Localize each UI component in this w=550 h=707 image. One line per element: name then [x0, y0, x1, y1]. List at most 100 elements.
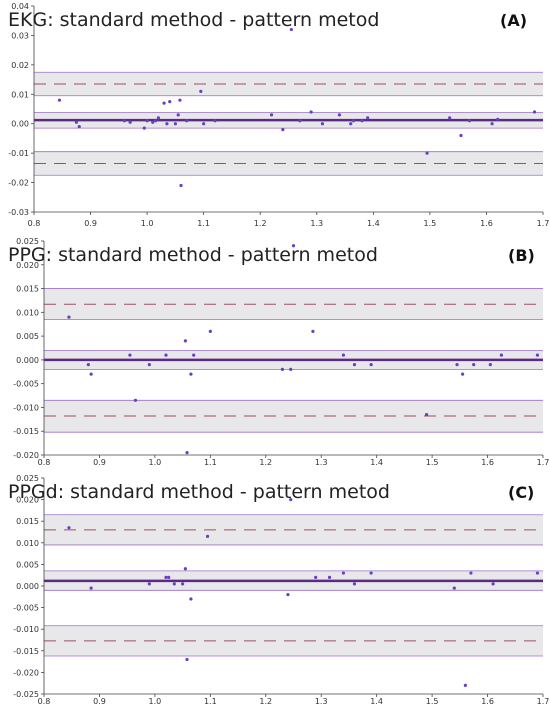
data-point	[459, 133, 463, 138]
data-point	[142, 126, 146, 130]
y-tick-label: -0.03	[8, 208, 29, 217]
data-point	[532, 110, 537, 114]
data-point	[351, 119, 356, 123]
x-tick-label: 1.1	[197, 219, 210, 228]
upper-band	[34, 72, 543, 96]
lower-band	[34, 151, 543, 176]
data-point	[281, 128, 285, 132]
x-tick-label: 1.0	[149, 697, 162, 706]
x-tick-label: 1.7	[537, 458, 550, 467]
data-point	[311, 329, 315, 333]
y-tick-label: 0.010	[16, 308, 39, 317]
data-point	[147, 363, 151, 367]
x-tick-label: 1.5	[426, 697, 439, 706]
y-tick-label: -0.025	[13, 690, 39, 699]
y-tick-label: -0.010	[13, 403, 39, 412]
x-tick-label: 0.8	[28, 219, 41, 228]
data-point	[67, 526, 71, 530]
x-tick-label: 1.4	[370, 697, 383, 706]
y-tick-label: 0.00	[11, 120, 29, 129]
y-tick-label: 0.005	[16, 560, 39, 569]
x-tick-label: 0.9	[93, 458, 106, 467]
data-point	[176, 113, 180, 117]
data-point	[167, 575, 171, 579]
x-tick-label: 1.5	[424, 219, 437, 228]
data-point	[327, 575, 332, 579]
y-tick-label: -0.010	[13, 625, 39, 634]
x-tick-label: 1.5	[426, 458, 439, 467]
data-point	[213, 119, 217, 123]
data-point	[151, 120, 155, 124]
x-tick-label: 1.3	[315, 697, 328, 706]
data-point	[183, 339, 187, 343]
data-point	[156, 116, 161, 120]
y-tick-label: -0.020	[13, 451, 39, 460]
data-point	[298, 119, 302, 123]
chart-title: EKG: standard method - pattern metod	[8, 9, 379, 31]
x-tick-label: 0.8	[38, 458, 51, 467]
data-point	[491, 582, 495, 586]
data-point	[145, 119, 149, 123]
data-point	[199, 89, 203, 93]
data-point	[86, 363, 90, 367]
data-point	[452, 586, 456, 590]
data-point	[448, 116, 452, 120]
data-point	[369, 571, 373, 575]
data-point	[185, 119, 189, 123]
data-point	[57, 98, 62, 102]
panel-label: (B)	[508, 246, 535, 265]
data-point	[291, 244, 296, 248]
data-point	[289, 27, 293, 32]
data-point	[89, 586, 93, 590]
x-tick-label: 1.1	[204, 458, 217, 467]
data-point	[309, 110, 313, 114]
data-point	[189, 372, 193, 376]
data-point	[172, 582, 176, 586]
data-point	[320, 122, 325, 126]
x-tick-label: 1.3	[310, 219, 323, 228]
chart-panel-c: 0.8 0.9 1.0 1.1 1.2 1.3 1.4 1.5 1.6 1.7 -0.025 -0.0…	[0, 470, 550, 707]
x-tick-label: 1.3	[315, 458, 328, 467]
y-tick-label: 0.000	[16, 582, 39, 591]
data-point	[133, 398, 138, 402]
data-point	[74, 120, 79, 124]
data-point	[173, 122, 177, 126]
data-point	[168, 100, 172, 104]
data-point	[472, 363, 476, 367]
chart-a-svg: 0.8 0.9 1.0 1.1 1.2 1.3 1.4 1.5 1.6 1.7 -0.03 -0.02…	[8, 2, 549, 228]
x-tick-label: 1.0	[149, 458, 162, 467]
data-point	[153, 119, 158, 123]
panel-label: (C)	[508, 483, 534, 502]
data-point	[352, 582, 357, 586]
x-tick-label: 0.8	[38, 697, 51, 706]
data-point	[128, 120, 132, 124]
data-point	[189, 597, 193, 601]
y-tick-label: 0.005	[16, 332, 39, 341]
chart-c-svg: 0.8 0.9 1.0 1.1 1.2 1.3 1.4 1.5 1.6 1.7 -0.025 -0.0…	[8, 474, 550, 706]
data-point	[269, 113, 274, 117]
x-tick-label: 1.0	[141, 219, 154, 228]
y-tick-label: 0.02	[11, 61, 29, 70]
data-point	[208, 329, 212, 333]
data-point	[183, 567, 187, 571]
data-point	[89, 372, 93, 376]
x-tick-label: 1.7	[537, 697, 550, 706]
chart-title: PPGd: standard method - pattern metod	[8, 481, 390, 503]
data-point	[337, 113, 341, 117]
x-tick-label: 0.9	[84, 219, 97, 228]
x-tick-label: 1.4	[370, 458, 383, 467]
y-tick-label: -0.005	[13, 604, 39, 613]
x-tick-label: 0.9	[93, 697, 106, 706]
data-point	[128, 353, 132, 357]
x-tick-label: 1.6	[480, 219, 493, 228]
x-tick-label: 1.2	[259, 458, 272, 467]
data-point	[535, 353, 540, 357]
data-point	[496, 117, 500, 121]
data-point	[341, 571, 345, 575]
y-tick-label: 0.025	[16, 474, 39, 483]
x-tick-label: 1.4	[367, 219, 380, 228]
data-point	[352, 363, 357, 367]
data-point	[185, 451, 189, 455]
y-tick-label: -0.015	[13, 647, 39, 656]
data-point	[185, 657, 189, 662]
